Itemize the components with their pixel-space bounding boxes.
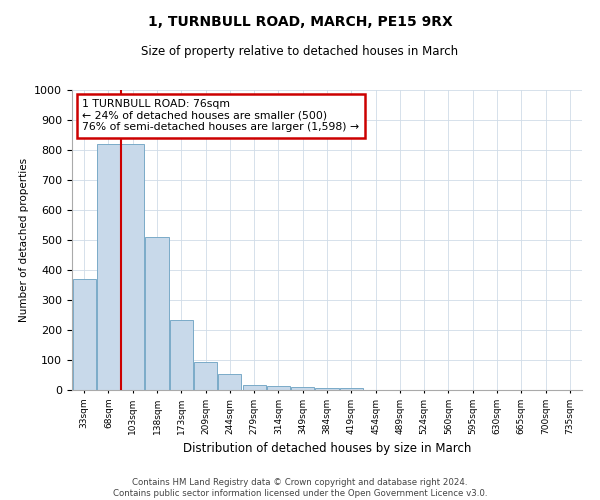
- Bar: [291, 387, 314, 390]
- Text: 1, TURNBULL ROAD, MARCH, PE15 9RX: 1, TURNBULL ROAD, MARCH, PE15 9RX: [148, 15, 452, 29]
- Y-axis label: Number of detached properties: Number of detached properties: [19, 158, 29, 322]
- Bar: [97, 144, 120, 390]
- Bar: [316, 388, 338, 390]
- Bar: [267, 386, 290, 390]
- Text: Contains HM Land Registry data © Crown copyright and database right 2024.
Contai: Contains HM Land Registry data © Crown c…: [113, 478, 487, 498]
- Bar: [170, 320, 193, 390]
- Bar: [242, 384, 266, 390]
- X-axis label: Distribution of detached houses by size in March: Distribution of detached houses by size …: [183, 442, 471, 456]
- Bar: [121, 144, 144, 390]
- Bar: [145, 237, 169, 390]
- Bar: [194, 362, 217, 390]
- Text: Size of property relative to detached houses in March: Size of property relative to detached ho…: [142, 45, 458, 58]
- Text: 1 TURNBULL ROAD: 76sqm
← 24% of detached houses are smaller (500)
76% of semi-de: 1 TURNBULL ROAD: 76sqm ← 24% of detached…: [82, 99, 359, 132]
- Bar: [218, 374, 241, 390]
- Bar: [340, 388, 363, 390]
- Bar: [73, 279, 95, 390]
